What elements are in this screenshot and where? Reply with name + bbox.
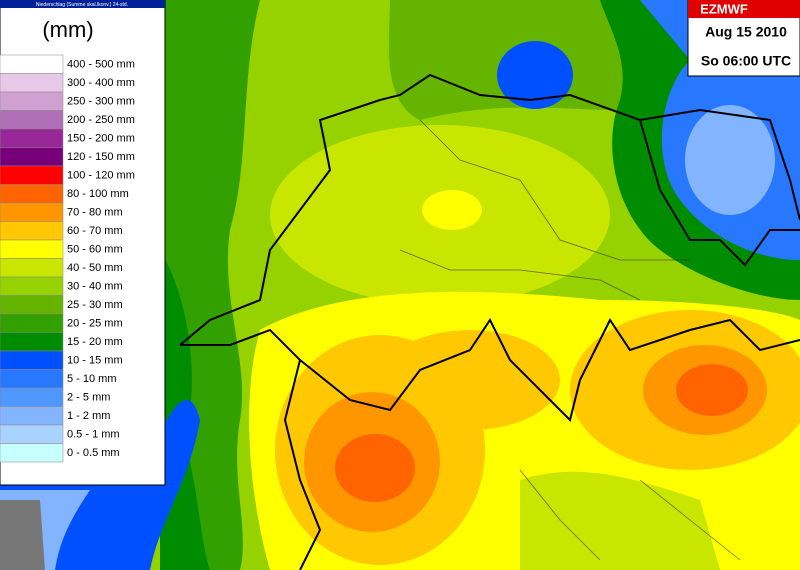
legend-swatch: [0, 202, 64, 222]
legend-label: 25 - 30 mm: [67, 299, 123, 311]
legend-label: 0 - 0.5 mm: [67, 447, 120, 459]
legend-label: 120 - 150 mm: [67, 151, 135, 163]
legend-label: 100 - 120 mm: [67, 170, 135, 182]
legend-label: 2 - 5 mm: [67, 392, 110, 404]
legend-label: 30 - 40 mm: [67, 281, 123, 293]
legend-swatch: [0, 295, 64, 315]
legend-swatch: [0, 221, 64, 241]
legend-swatch: [0, 276, 64, 296]
legend-swatch: [0, 387, 64, 407]
model-name: EZMWF: [700, 1, 748, 16]
unit-label: (mm): [42, 17, 93, 42]
legend-swatch: [0, 73, 64, 93]
header-bar: [0, 0, 165, 8]
legend-label: 0.5 - 1 mm: [67, 429, 120, 441]
legend-swatch: [0, 54, 64, 74]
legend-swatch: [0, 313, 64, 333]
legend-label: 10 - 15 mm: [67, 355, 123, 367]
legend-swatch: [0, 443, 64, 463]
legend-swatch: [0, 406, 64, 426]
legend-swatch: [0, 165, 64, 185]
legend-swatch: [0, 147, 64, 167]
legend-label: 250 - 300 mm: [67, 96, 135, 108]
forecast-date: Aug 15 2010: [705, 24, 787, 40]
legend-label: 200 - 250 mm: [67, 114, 135, 126]
legend-label: 80 - 100 mm: [67, 188, 129, 200]
legend-items: 400 - 500 mm 300 - 400 mm 250 - 300 mm 200 …: [0, 54, 135, 463]
legend-swatch: [0, 424, 64, 444]
legend-swatch: [0, 332, 64, 352]
model-box: EZMWF Aug 15 2010 So 06:00 UTC: [687, 0, 800, 77]
legend-swatch: [0, 110, 64, 130]
legend-label: 300 - 400 mm: [67, 77, 135, 89]
borders: [179, 73, 800, 570]
legend-label: 150 - 200 mm: [67, 133, 135, 145]
legend-label: 1 - 2 mm: [67, 410, 110, 422]
legend-label: 15 - 20 mm: [67, 336, 123, 348]
legend-label: 70 - 80 mm: [67, 207, 123, 219]
legend-label: 60 - 70 mm: [67, 225, 123, 237]
legend-label: 5 - 10 mm: [67, 373, 117, 385]
legend-label: 40 - 50 mm: [67, 262, 123, 274]
forecast-time: So 06:00 UTC: [701, 53, 791, 69]
legend-label: 50 - 60 mm: [67, 244, 123, 256]
legend-swatch: [0, 128, 64, 148]
legend-swatch: [0, 258, 64, 278]
legend-swatch: [0, 184, 64, 204]
header-caption: Niederschlag (Summe skal.lkonv.) 24-std.: [36, 2, 128, 8]
legend-swatch: [0, 239, 64, 259]
legend-label: 20 - 25 mm: [67, 318, 123, 330]
legend-label: 400 - 500 mm: [67, 59, 135, 71]
legend-swatch: [0, 350, 64, 370]
legend: Niederschlag (Summe skal.lkonv.) 24-std.…: [0, 0, 166, 486]
legend-swatch: [0, 91, 64, 111]
legend-swatch: [0, 369, 64, 389]
